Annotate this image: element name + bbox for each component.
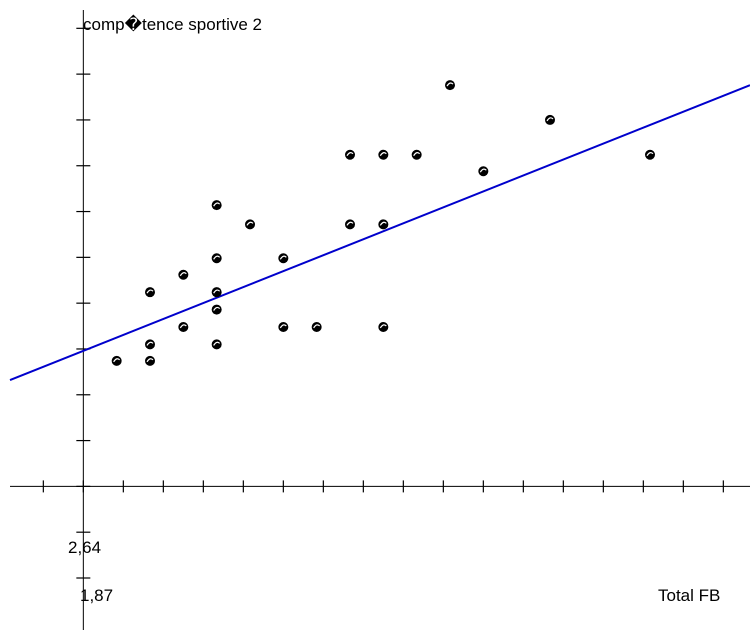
data-point	[545, 114, 555, 125]
data-point	[211, 253, 222, 264]
x-origin-label: 1,87	[80, 586, 113, 605]
data-point	[345, 149, 355, 160]
data-point	[378, 149, 389, 160]
data-point	[145, 287, 155, 298]
data-point	[378, 219, 389, 230]
data-point	[345, 219, 355, 230]
data-point	[178, 269, 189, 280]
trend-line	[9, 84, 750, 382]
data-point	[378, 321, 389, 332]
data-point	[145, 339, 155, 350]
y-axis-ticks	[76, 27, 91, 579]
data-point	[411, 149, 422, 160]
axes	[10, 10, 750, 630]
data-point	[211, 287, 222, 298]
data-point	[211, 200, 222, 211]
data-point	[178, 321, 189, 332]
data-point	[111, 355, 122, 366]
x-axis-ticks	[42, 480, 724, 493]
data-point	[211, 304, 222, 315]
x-axis-label: Total FB	[658, 586, 720, 605]
y-origin-label: 2,64	[68, 538, 101, 557]
data-point	[278, 253, 289, 264]
data-point	[278, 321, 289, 332]
data-point	[478, 166, 489, 177]
data-point	[211, 339, 222, 350]
data-point	[245, 219, 255, 230]
data-point	[645, 149, 655, 160]
data-point	[311, 321, 322, 332]
data-point	[145, 355, 155, 366]
data-points	[111, 80, 655, 366]
y-axis-label: comp�tence sportive 2	[83, 14, 262, 34]
data-point	[445, 80, 455, 91]
